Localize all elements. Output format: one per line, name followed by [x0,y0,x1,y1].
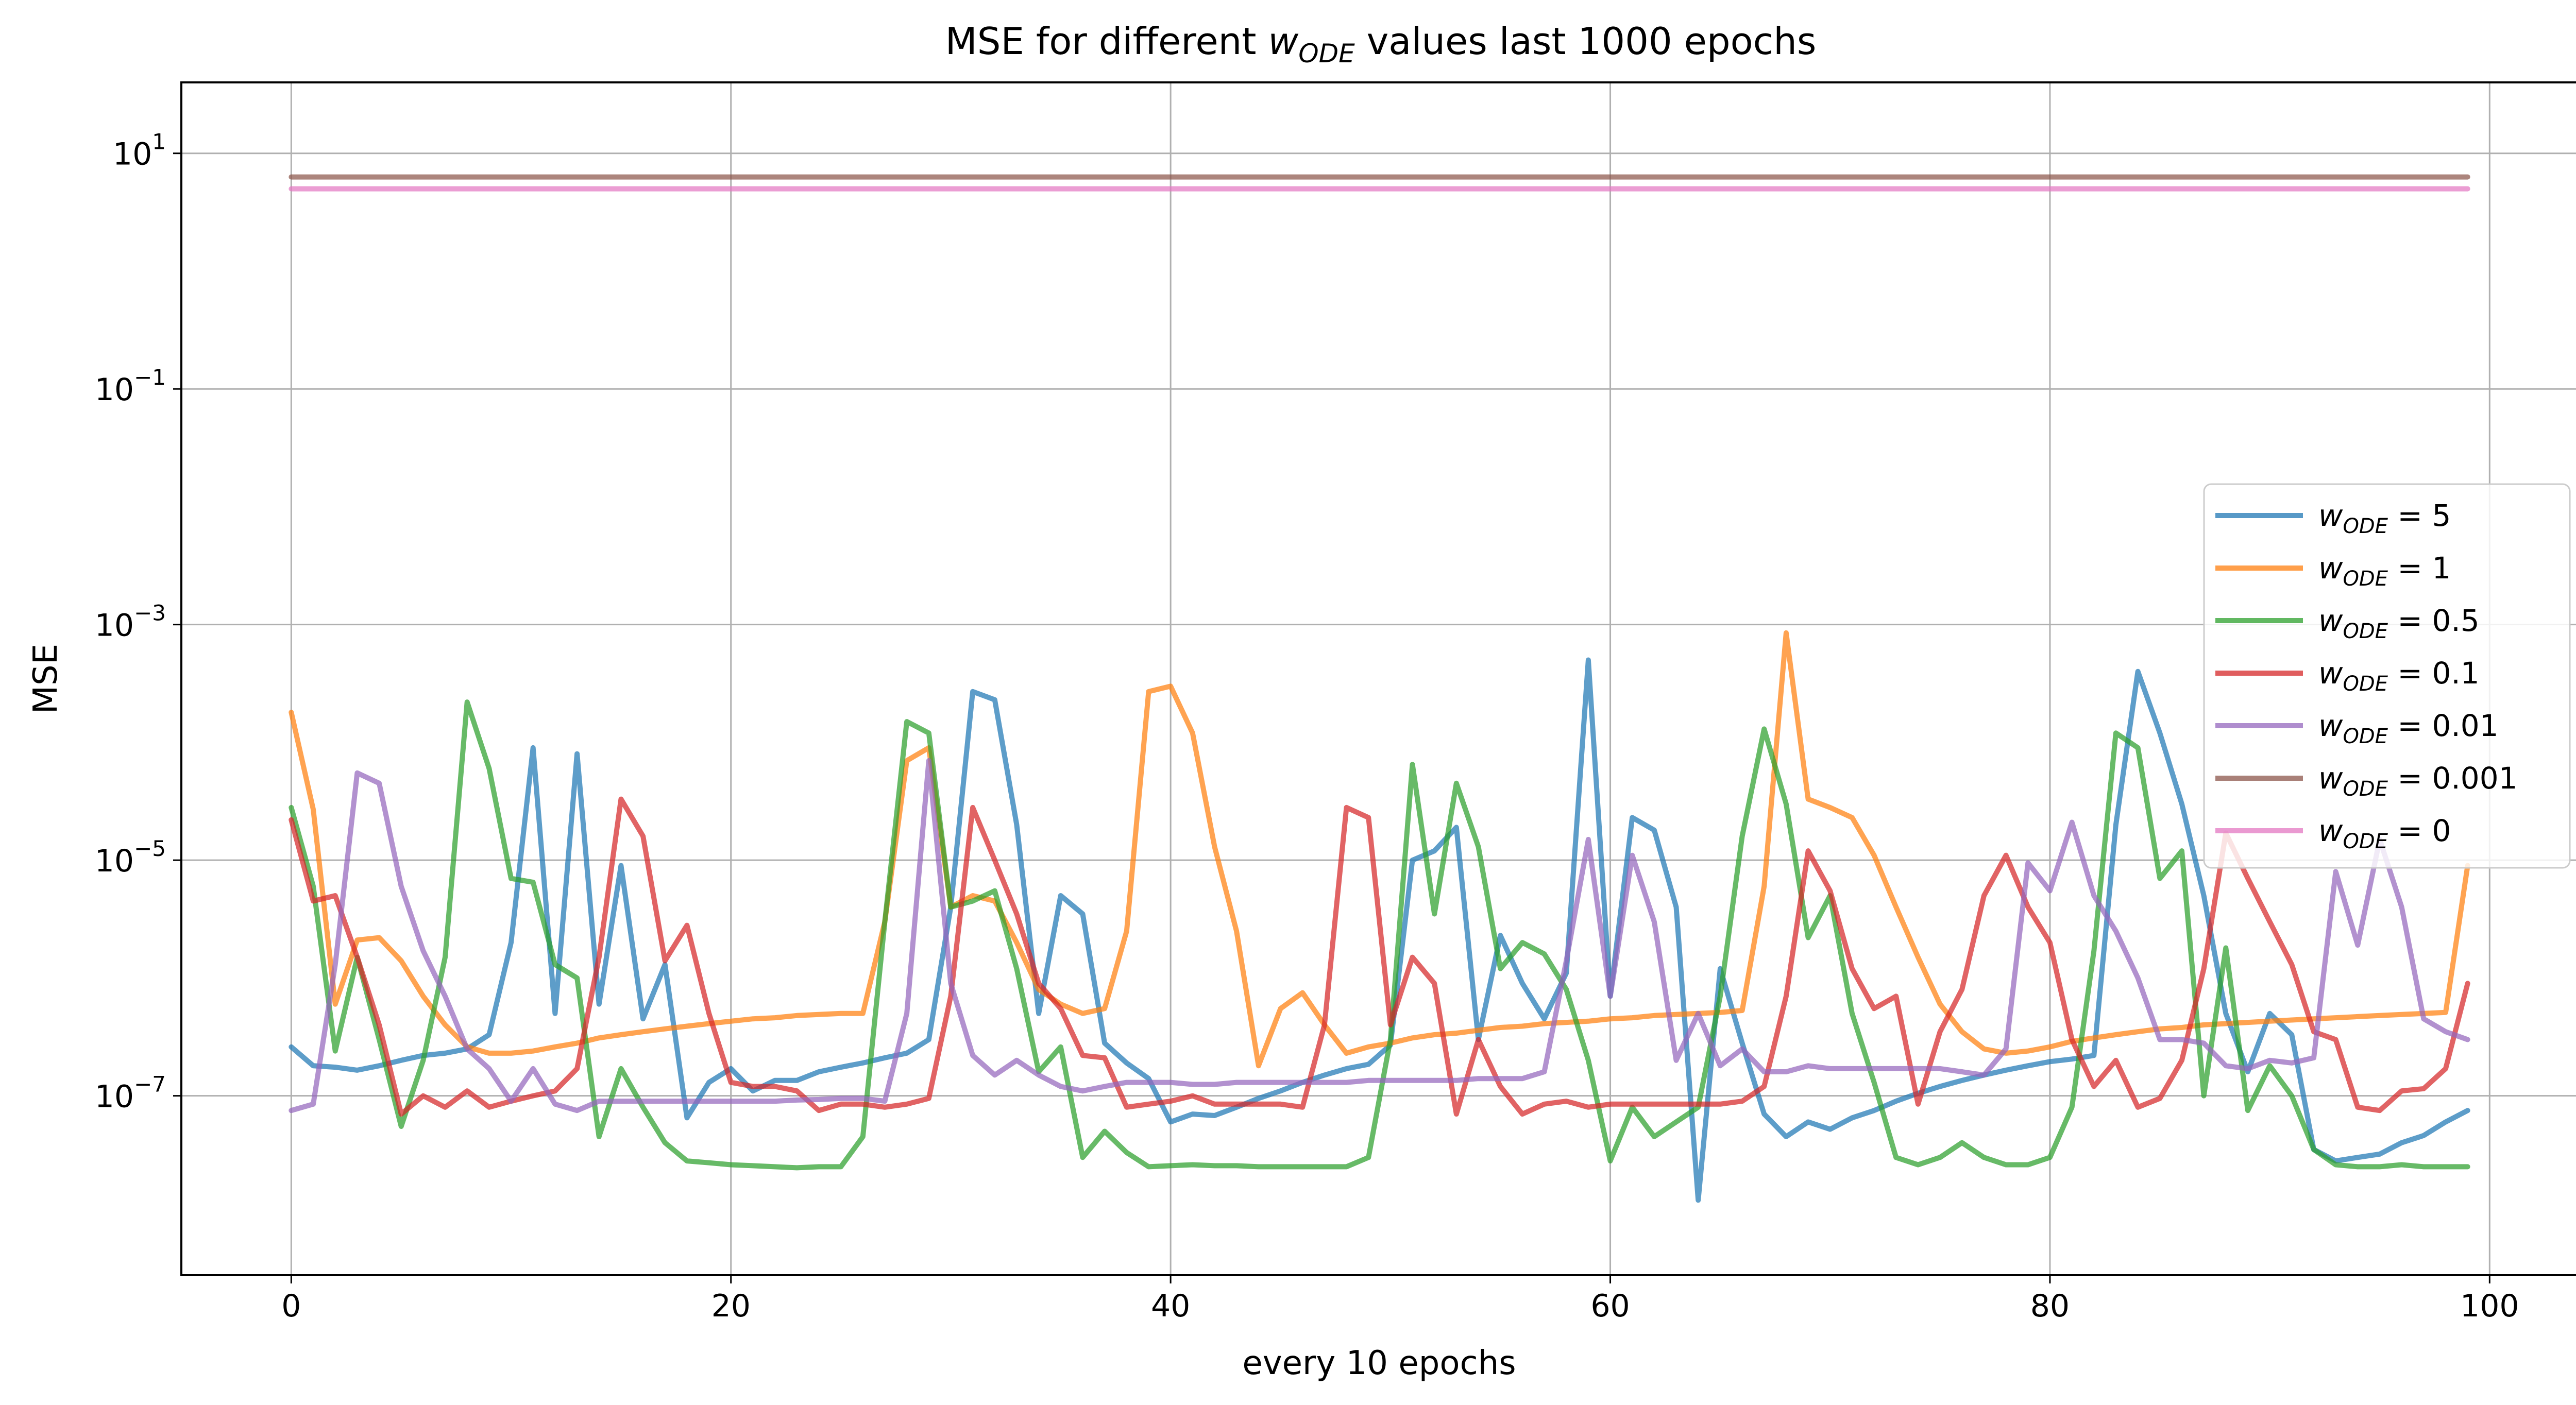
series-lines [289,174,2470,1203]
series-line-1 [289,630,2470,1069]
y-tick-label: 10−1 [95,365,166,408]
y-tick-label: 10−3 [95,601,166,644]
x-tick-label: 20 [711,1288,751,1324]
x-tick-label: 100 [2460,1288,2519,1324]
x-tick-label: 0 [281,1288,301,1324]
series-line-4 [289,758,2470,1113]
legend-label-1: wODE = 1 [2318,551,2451,591]
series-line-3 [289,796,2470,1117]
series-line-0 [289,657,2470,1203]
axis-ticks: 0 20 40 60 80 100 10−7 10−5 10−3 10−1 101 [95,129,2519,1324]
chart-title: MSE for different wODE values last 1000 … [945,20,1817,68]
legend-entries: wODE = 5 wODE = 1 wODE = 0.5 wODE = 0.1 wODE… [2215,498,2518,853]
x-tick-label: 80 [2030,1288,2070,1324]
legend-label-2: wODE = 0.5 [2318,603,2480,643]
y-tick-label: 10−5 [95,836,166,879]
legend-label-5: wODE = 0.001 [2318,761,2518,801]
x-tick-label: 60 [1590,1288,1630,1324]
x-axis-label: every 10 epochs [1242,1344,1516,1382]
legend-label-4: wODE = 0.01 [2318,708,2499,748]
plot-frame [180,81,2576,1276]
legend-label-0: wODE = 5 [2318,498,2451,538]
legend-label-6: wODE = 0 [2318,813,2451,853]
legend-label-3: wODE = 0.1 [2318,656,2480,696]
x-tick-label: 40 [1151,1288,1190,1324]
y-tick-label: 10−7 [95,1072,166,1115]
legend: wODE = 5 wODE = 1 wODE = 0.5 wODE = 0.1 wODE… [2203,483,2571,869]
y-tick-label: 101 [113,129,166,173]
y-axis-label: MSE [27,644,65,714]
legend-box [2203,483,2571,869]
series-line-2 [289,699,2470,1171]
